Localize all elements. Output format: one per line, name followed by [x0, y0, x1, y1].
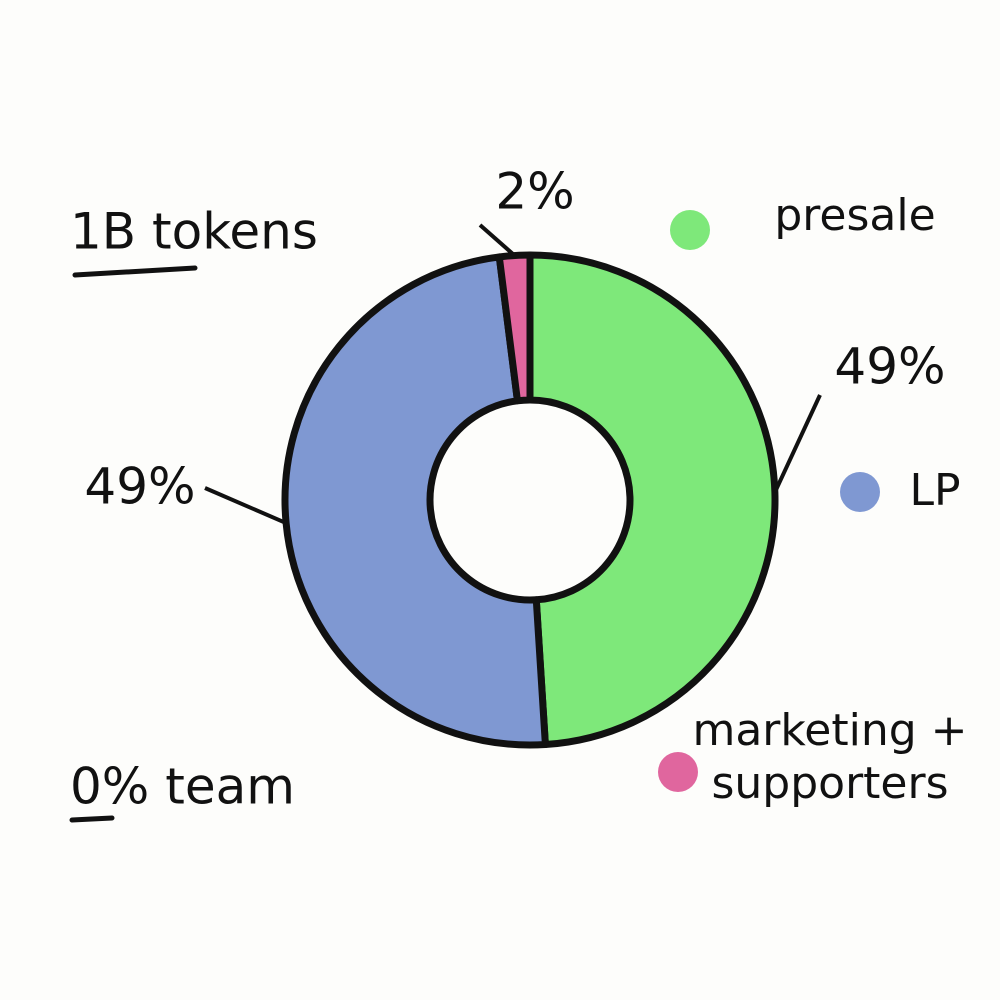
- leader-line: [773, 394, 822, 494]
- annotation: 1B tokens: [70, 203, 318, 261]
- underline: [72, 265, 198, 278]
- legend-label: presale: [774, 190, 936, 241]
- annotation: 0% team: [70, 758, 295, 816]
- legend-marker: [670, 210, 710, 250]
- leader-line: [478, 223, 516, 257]
- slice: [281, 253, 549, 749]
- data-label: 49%: [84, 458, 195, 516]
- legend-label: marketing + supporters: [692, 705, 968, 809]
- data-label: 2%: [495, 163, 574, 221]
- legend-marker: [658, 752, 698, 792]
- underline: [69, 815, 115, 823]
- legend-marker: [840, 472, 880, 512]
- leader-line: [204, 486, 287, 525]
- legend-label: LP: [909, 465, 961, 516]
- slice: [526, 251, 779, 749]
- data-label: 49%: [834, 338, 945, 396]
- slice: [495, 251, 534, 405]
